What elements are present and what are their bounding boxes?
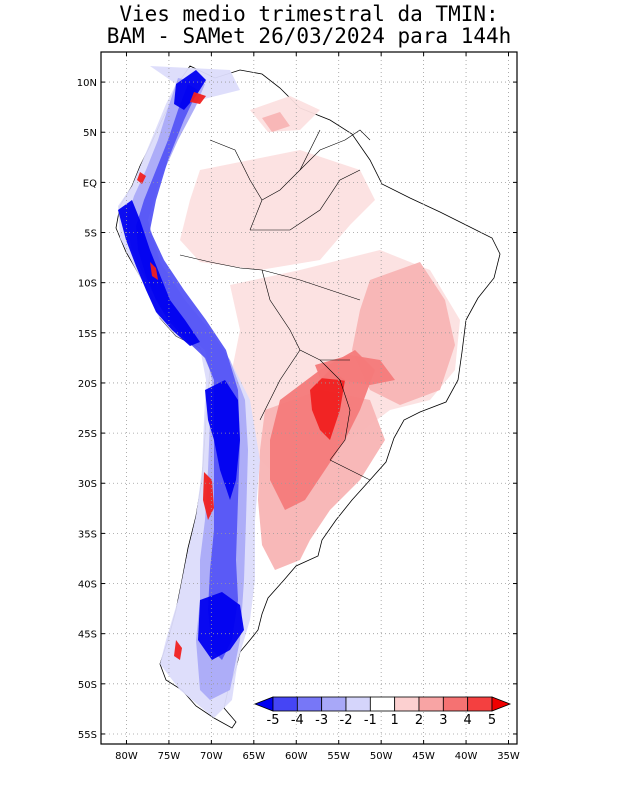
- colorbar-box: [418, 696, 444, 712]
- warm-streak-andes-4: [174, 640, 182, 660]
- lat-label: 35S: [78, 529, 97, 540]
- warm-streak-andes-5: [190, 92, 206, 104]
- title-line-2: BAM - SAMet 26/03/2024 para 144h: [106, 24, 512, 48]
- lat-label: 10S: [78, 279, 97, 290]
- cold-strong-coast-peru: [118, 200, 200, 346]
- border-2: [250, 169, 361, 231]
- colorbar: -5 -4 -3 -2 -1 1 2 3 4 5: [253, 696, 512, 728]
- lat-label: 5N: [83, 128, 97, 139]
- warm-streak-andes-2: [150, 262, 158, 280]
- colorbar-label: 1: [391, 713, 399, 728]
- colorbar-arrow-left: [253, 696, 274, 712]
- border-6: [319, 359, 351, 461]
- colorbar-label: -5: [267, 713, 280, 728]
- colorbar-box: [296, 696, 323, 712]
- lat-label: 15S: [78, 329, 97, 340]
- colorbar-arrow-right: [491, 696, 512, 712]
- cold-mid-andes: [136, 84, 240, 660]
- lon-label: 50W: [370, 751, 393, 762]
- colorbar-box: [467, 696, 493, 712]
- title-line-1: Vies medio trimestral da TMIN:: [119, 2, 499, 26]
- colorbar-label: 3: [439, 713, 447, 728]
- colorbar-box: [394, 696, 420, 712]
- colorbar-label: -2: [340, 713, 353, 728]
- colorbar-box: [345, 696, 371, 712]
- border-5: [259, 349, 301, 421]
- lat-label: 30S: [78, 479, 97, 490]
- warm-strong-mato: [315, 355, 395, 385]
- lon-label: 70W: [200, 751, 223, 762]
- lon-label: 80W: [115, 751, 138, 762]
- lon-label: 40W: [455, 751, 478, 762]
- colorbar-box: [272, 696, 298, 712]
- border-10: [344, 129, 371, 141]
- grid-lines: [101, 52, 517, 744]
- lon-label: 75W: [158, 751, 181, 762]
- border-7: [329, 459, 371, 481]
- lat-label: 5S: [84, 229, 97, 240]
- colorbar-box: [442, 696, 469, 712]
- border-1: [209, 139, 263, 231]
- colorbar-label: 5: [488, 713, 496, 728]
- lat-label: EQ: [83, 178, 97, 189]
- map-frame: [100, 51, 518, 745]
- cold-strong-north: [174, 70, 206, 110]
- lat-label: 45S: [78, 630, 97, 641]
- country-borders: [179, 129, 371, 481]
- border-9: [299, 129, 321, 171]
- lat-label: 25S: [78, 429, 97, 440]
- lat-label: 40S: [78, 580, 97, 591]
- lon-label: 65W: [243, 751, 266, 762]
- colorbar-label: 4: [464, 713, 472, 728]
- lat-label: 10N: [77, 78, 97, 89]
- colorbar-box: [321, 696, 347, 712]
- bias-shading: [118, 66, 460, 718]
- lon-label: 45W: [412, 751, 435, 762]
- lat-label: 55S: [78, 730, 97, 741]
- lon-label: 60W: [285, 751, 308, 762]
- lat-label: 20S: [78, 379, 97, 390]
- border-4: [261, 269, 350, 361]
- warm-streak-andes-1: [137, 172, 146, 184]
- colorbar-box: [369, 696, 396, 712]
- lat-label: 50S: [78, 680, 97, 691]
- cold-strong-chile: [205, 380, 240, 500]
- warm-pale-amazon: [180, 150, 375, 270]
- axis-ticks: 80W 75W 70W 65W 60W 55W 50W 45W 40W 35W 10N 5N EQ 5S 1…: [77, 52, 520, 762]
- cold-strong-patagonia: [198, 592, 244, 660]
- lon-label: 35W: [497, 751, 520, 762]
- warm-strong-paraguay: [310, 370, 345, 440]
- colorbar-label: -3: [315, 713, 328, 728]
- colorbar-label: -1: [364, 713, 377, 728]
- colorbar-label: 2: [415, 713, 423, 728]
- warm-mid-north: [262, 112, 290, 132]
- colorbar-label: -4: [291, 713, 304, 728]
- lon-label: 55W: [327, 751, 350, 762]
